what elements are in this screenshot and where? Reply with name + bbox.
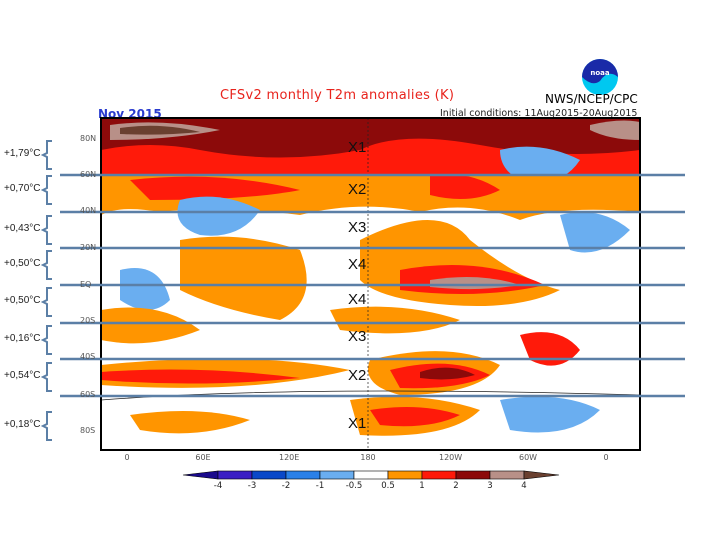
lat-tick-label: 80N [80,134,97,143]
lat-tick-label: 60N [80,170,97,179]
lon-tick-label: 120W [439,453,463,462]
band-marker: X1 [348,139,367,156]
band-marker: X3 [348,328,367,345]
lat-tick-label: 20N [80,243,97,252]
colorbar-segment [489,470,525,480]
colorbar-tick-label: 2 [453,481,459,491]
lon-tick-label: 60W [519,453,538,462]
lat-tick-label: 40S [80,352,96,361]
band-value: +0,43°C [4,223,41,234]
band-value: +0,18°C [4,419,41,430]
lon-tick-label: 180 [360,453,376,462]
band-value: +0,70°C [4,183,41,194]
lat-tick-label: 60S [80,390,96,399]
lat-tick-label: 20S [80,316,96,325]
bracket-icon [40,175,52,205]
band-brackets [40,140,52,441]
chart-title: CFSv2 monthly T2m anomalies (K) [220,88,455,103]
colorbar-segment [319,470,355,480]
colorbar-arrow-high [523,470,560,480]
band-value: +0,50°C [4,258,41,269]
bracket-icon [40,140,52,170]
band-value: +0,54°C [4,370,41,381]
colorbar-arrow-low [182,470,219,480]
bracket-icon [40,411,52,441]
colorbar-tick-label: -3 [247,481,257,491]
lat-tick-label: 40N [80,206,97,215]
colorbar-segment [387,470,423,480]
colorbar-tick-label: -0.5 [345,481,363,491]
initial-conditions: Initial conditions: 11Aug2015-20Aug2015 [440,108,638,119]
lon-tick-label: 0 [124,453,130,462]
colorbar-tick-label: 0.5 [381,481,395,491]
band-marker: X1 [348,415,367,432]
lon-tick-label: 120E [279,453,300,462]
svg-text:noaa: noaa [590,69,610,77]
bracket-icon [40,325,52,355]
colorbar [182,470,560,480]
colorbar-segment [353,470,389,480]
lon-tick-label: 60E [195,453,211,462]
lat-tick-label: 80S [80,426,96,435]
bracket-icon [40,215,52,245]
colorbar-tick-label: -4 [213,481,223,491]
lon-tick-label: 0 [603,453,609,462]
band-marker: X2 [348,367,367,384]
band-lines [60,173,685,398]
bracket-icon [40,362,52,392]
colorbar-segment [251,470,287,480]
colorbar-segment [217,470,253,480]
bracket-icon [40,250,52,280]
noaa-logo: noaa [578,57,622,101]
bracket-icon [40,287,52,317]
band-value: +0,16°C [4,333,41,344]
colorbar-tick-label: 4 [521,481,527,491]
colorbar-tick-label: 3 [487,481,493,491]
colorbar-tick-label: 1 [419,481,425,491]
band-value: +0,50°C [4,295,41,306]
band-marker: X4 [348,291,367,308]
colorbar-segment [285,470,321,480]
colorbar-tick-label: -2 [281,481,291,491]
colorbar-tick-label: -1 [315,481,325,491]
band-value: +1,79°C [4,148,41,159]
band-marker: X2 [348,181,367,198]
band-marker: X3 [348,219,367,236]
lat-tick-label: EQ [80,280,92,289]
colorbar-segment [455,470,491,480]
organization-label: NWS/NCEP/CPC [545,92,638,106]
colorbar-segment [421,470,457,480]
band-marker: X4 [348,256,367,273]
